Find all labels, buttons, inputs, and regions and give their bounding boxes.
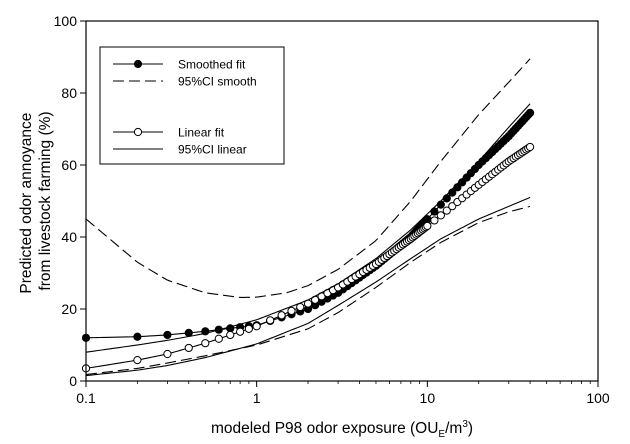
legend-box: [99, 46, 285, 165]
linear-fit-point: [201, 339, 210, 348]
y-axis-label-line-2: from livestock farming (%): [37, 111, 54, 290]
linear-fit-point: [163, 349, 172, 359]
y-tick-label: 20: [61, 301, 77, 317]
smoothed-fit-point: [430, 207, 439, 216]
linear-fit-point: [430, 216, 439, 225]
linear-fit-point: [525, 142, 535, 152]
y-axis-label-line-1: Predicted odor annoyance: [18, 113, 35, 294]
y-tick-label: 60: [61, 157, 77, 173]
x-axis-label-sup: 3: [462, 419, 468, 430]
x-tick-label: 1: [253, 390, 261, 406]
smoothed-fit-point: [184, 328, 193, 337]
linear-fit-point: [133, 356, 142, 365]
linear-fit-markers: [81, 142, 535, 373]
linear-fit-point: [214, 334, 223, 343]
x-axis-label: modeled P98 odor exposure (OUE/m3): [211, 419, 473, 440]
linear-fit-point: [423, 221, 432, 231]
legend-label-1: 95%CI smooth: [178, 75, 257, 89]
axes: 0 20 40 60 80 100 0.1 1 10 100: [54, 13, 610, 406]
x-tick-label: 10: [420, 390, 436, 406]
legend-label-2: Linear fit: [178, 126, 225, 140]
plot-content: [81, 58, 535, 377]
x-tick-label: 100: [586, 390, 610, 406]
legend-label-0: Smoothed fit: [178, 58, 246, 72]
linear-fit-point: [252, 322, 261, 331]
smoothed-fit-point: [163, 330, 172, 340]
legend-label-3: 95%CI linear: [178, 143, 247, 157]
legend-marker-2: [133, 127, 143, 137]
linear-fit-point: [266, 316, 275, 325]
linear-fit-point: [436, 211, 445, 220]
legend-marker-0: [133, 59, 143, 69]
smoothed-fit-point: [442, 194, 451, 203]
linear-fit-point: [287, 306, 296, 315]
linear-fit-point: [244, 324, 253, 333]
plot-frame: [85, 20, 599, 382]
x-axis-label-end: ): [468, 420, 473, 437]
x-axis-label-main: modeled P98 odor exposure (OU: [211, 420, 438, 437]
linear-fit-point: [442, 206, 451, 215]
linear-fit-point: [226, 330, 235, 340]
smoothed-fit-point: [133, 332, 142, 341]
linear-fit-point: [236, 327, 245, 336]
series-line-1: [85, 58, 531, 299]
series-line-5: [85, 196, 531, 377]
y-tick-label: 100: [54, 13, 78, 29]
x-axis-label-mid: /m: [445, 420, 462, 437]
legend: Smoothed fit 95%CI smooth Linear fit 95%CI …: [99, 46, 285, 165]
y-tick-label: 80: [61, 85, 77, 101]
y-axis-label: Predicted odor annoyance from livestock …: [18, 108, 54, 293]
smoothed-fit-point: [525, 108, 535, 117]
x-tick-label: 0.1: [76, 390, 96, 406]
series-line-4: [85, 103, 531, 353]
y-tick-label: 0: [69, 373, 77, 389]
smoothed-fit-point: [436, 200, 445, 209]
y-tick-label: 40: [61, 229, 77, 245]
linear-fit-point: [184, 343, 193, 353]
x-axis-label-sub: E: [438, 429, 445, 440]
series-line-2: [85, 205, 531, 376]
linear-fit-point: [277, 311, 286, 320]
